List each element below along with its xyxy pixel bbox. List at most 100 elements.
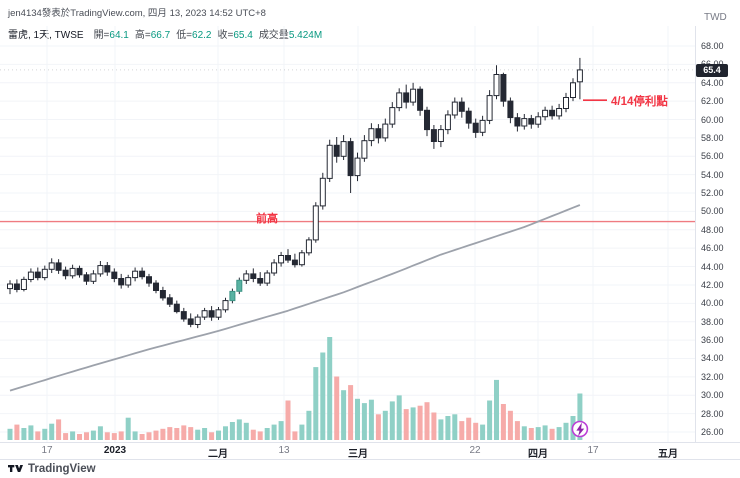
candle-body — [542, 109, 549, 118]
volume-bar — [70, 431, 76, 440]
volume-bar — [348, 385, 354, 440]
volume-bar — [514, 421, 520, 440]
ohlc-high: 高=66.7 — [135, 26, 170, 41]
candle-body — [27, 271, 34, 281]
price-tick: 48.00 — [701, 224, 724, 235]
volume-bar — [104, 432, 110, 440]
volume-bar — [549, 428, 555, 440]
candle-body — [326, 144, 333, 179]
volume-bar — [396, 395, 402, 440]
candle-body — [396, 92, 403, 109]
volume-bar — [355, 398, 360, 440]
candle-body — [69, 267, 76, 277]
volume-bar — [521, 426, 527, 440]
candle-body — [298, 252, 305, 266]
volume-bar — [42, 428, 48, 440]
volume-bar — [535, 427, 541, 440]
candle-body — [264, 272, 271, 284]
volume-bar — [125, 417, 131, 440]
time-tick: 2023 — [103, 445, 127, 456]
volume-bar — [209, 432, 215, 440]
candle-body — [90, 273, 97, 282]
volume-bar — [473, 422, 479, 440]
candle-body — [48, 262, 55, 270]
candle-body — [556, 108, 563, 117]
candle-body — [576, 69, 583, 83]
price-tick: 54.00 — [701, 169, 724, 180]
volume-bar — [90, 430, 96, 440]
volume-bar — [487, 400, 493, 440]
candle-body — [291, 259, 298, 266]
volume-bar — [271, 424, 277, 440]
ohlc-open: 開=64.1 — [94, 26, 129, 41]
volume-bar — [466, 417, 472, 440]
volume-bar — [188, 427, 194, 440]
time-tick: 四月 — [528, 449, 548, 460]
volume-value: 5.424M — [288, 30, 323, 41]
volume-bar — [250, 429, 256, 440]
volume-bar — [181, 425, 187, 440]
time-tick: 22 — [469, 445, 481, 456]
price-tick: 38.00 — [701, 316, 724, 327]
volume-bar — [14, 424, 20, 440]
volume-bar — [146, 432, 152, 440]
candle-body — [139, 270, 146, 278]
price-tick: 40.00 — [701, 298, 724, 309]
volume-bar — [84, 432, 89, 440]
volume-bar — [313, 367, 319, 440]
volume-bar — [35, 431, 41, 440]
ohlc-high-label: 高= — [134, 30, 151, 41]
candle-body — [458, 101, 465, 112]
lightning-marker-icon[interactable] — [571, 420, 589, 438]
moving-average-line — [9, 204, 581, 392]
volume-bar — [563, 422, 569, 440]
volume-bar — [195, 429, 201, 440]
volume-bar — [229, 422, 235, 440]
price-tick: 50.00 — [701, 206, 724, 217]
prev-high-label: 前高 — [256, 213, 278, 225]
candle-body — [570, 82, 576, 99]
candle-body — [285, 255, 291, 261]
candle-body — [521, 118, 528, 127]
candle-body — [382, 123, 389, 139]
ohlc-open-value: 64.1 — [109, 30, 129, 41]
candle-body — [535, 116, 542, 125]
candle-body — [333, 144, 340, 157]
candle-body — [187, 318, 194, 325]
attribution-text: jen4134發表於TradingView.com, 四月 13, 2023 1… — [8, 8, 266, 19]
volume-bar — [132, 431, 138, 440]
time-tick: 五月 — [658, 449, 678, 460]
candle-body — [243, 273, 250, 281]
candle-body — [208, 310, 215, 318]
candle-body — [340, 141, 347, 157]
price-tick: 32.00 — [701, 371, 724, 382]
volume-legend: 成交量5.424M — [259, 26, 322, 41]
symbol-title[interactable]: 雷虎, 1天, TWSE — [8, 30, 84, 41]
price-tick: 30.00 — [701, 390, 724, 401]
candle-body — [257, 278, 264, 284]
tradingview-logo-link[interactable]: TradingView — [8, 461, 96, 476]
price-axis[interactable]: 68.0066.0064.0062.0060.0058.0056.0054.00… — [695, 0, 740, 460]
price-tick: 62.00 — [701, 96, 724, 107]
volume-bar — [160, 428, 166, 440]
volume-label: 成交量 — [258, 30, 289, 41]
volume-bar — [424, 402, 430, 440]
candle-body — [437, 129, 444, 143]
candle-body — [146, 276, 152, 284]
price-tick: 56.00 — [701, 151, 724, 162]
volume-bar — [77, 434, 82, 440]
volume-bar — [223, 426, 228, 440]
candle-body — [20, 278, 27, 290]
price-tick: 60.00 — [701, 114, 724, 125]
candle-body — [479, 119, 486, 133]
price-tick: 26.00 — [701, 426, 724, 437]
candle-body — [430, 129, 437, 143]
candle-body — [486, 95, 493, 121]
ohlc-close-label: 收= — [217, 30, 234, 41]
volume-bar — [410, 407, 416, 440]
time-axis[interactable]: 17 2023 二月 13 三月 22 四月 17 五月 — [0, 445, 740, 460]
ohlc-low-value: 62.2 — [192, 30, 212, 41]
volume-bar — [494, 379, 499, 440]
